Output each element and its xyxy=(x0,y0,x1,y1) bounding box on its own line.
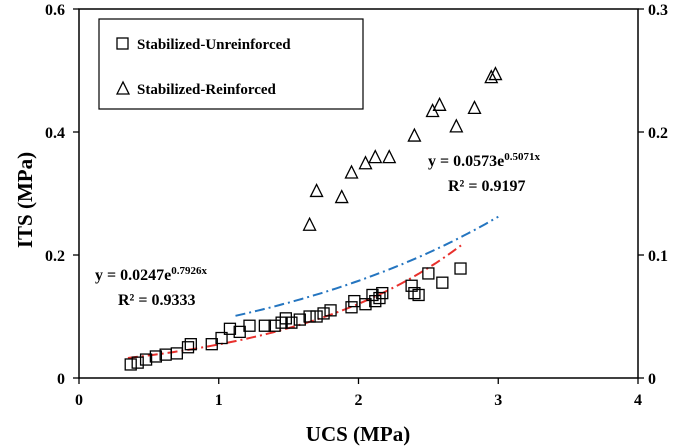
marker-reinforced xyxy=(488,66,503,81)
equation-reinforced-exponent: 0.5071x xyxy=(504,151,540,163)
y2-tick-label: 0.3 xyxy=(648,2,668,19)
marker-unreinforced xyxy=(408,286,421,300)
marker-unreinforced xyxy=(275,316,288,329)
marker-unreinforced xyxy=(303,310,316,323)
equation-unreinforced-exponent: 0.7926x xyxy=(171,265,207,277)
marker-reinforced xyxy=(467,99,482,115)
axis-ticks: 0 1 2 3 400.20.40.600.10.20.3 xyxy=(45,2,668,409)
marker-unreinforced xyxy=(124,358,137,371)
y-tick-label: 0.4 xyxy=(45,125,65,142)
equation-unreinforced: y = 0.0247e0.7926x xyxy=(95,265,207,284)
marker-reinforced xyxy=(484,69,499,84)
marker-unreinforced xyxy=(181,341,195,354)
y-tick-label: 0 xyxy=(57,371,65,388)
trendline-reinforced xyxy=(235,215,499,317)
legend-label-unreinforced: Stabilized-Unreinforced xyxy=(137,37,291,53)
y2-tick-label: 0 xyxy=(648,371,656,388)
marker-unreinforced xyxy=(359,298,372,311)
x-tick-label: 1 xyxy=(215,392,223,409)
marker-unreinforced xyxy=(369,294,382,308)
marker-unreinforced xyxy=(258,319,272,332)
marker-unreinforced xyxy=(139,353,153,366)
r2-reinforced: R² = 0.9197 xyxy=(448,178,525,195)
marker-unreinforced xyxy=(310,310,323,323)
marker-unreinforced xyxy=(454,262,467,275)
y-tick-label: 0.2 xyxy=(45,248,65,265)
y-axis-title: ITS (MPa) xyxy=(13,152,37,248)
marker-unreinforced xyxy=(184,338,197,351)
marker-reinforced xyxy=(344,164,359,179)
marker-unreinforced xyxy=(317,307,330,320)
marker-unreinforced xyxy=(131,356,144,369)
x-tick-label: 3 xyxy=(494,392,502,409)
marker-unreinforced xyxy=(405,279,418,292)
marker-unreinforced xyxy=(223,322,237,335)
marker-reinforced xyxy=(432,96,447,111)
x-tick-label: 0 xyxy=(75,392,83,409)
equation-reinforced-base: y = 0.0573e xyxy=(428,153,504,170)
marker-unreinforced xyxy=(293,313,306,326)
marker-unreinforced xyxy=(243,319,256,332)
legend-marker-square xyxy=(116,37,129,50)
marker-reinforced xyxy=(302,216,317,231)
y-tick-label: 0.6 xyxy=(45,2,65,19)
marker-unreinforced xyxy=(436,276,449,289)
x-axis-title: UCS (MPa) xyxy=(306,422,410,446)
marker-reinforced xyxy=(309,182,324,198)
marker-reinforced xyxy=(382,149,397,164)
marker-unreinforced xyxy=(412,288,425,302)
y2-tick-label: 0.1 xyxy=(648,248,668,265)
marker-unreinforced xyxy=(422,267,435,280)
trendlines xyxy=(127,215,499,359)
legend: Stabilized-Unreinforced Stabilized-Reinf… xyxy=(98,18,364,110)
x-tick-label: 2 xyxy=(355,392,363,409)
marker-unreinforced xyxy=(285,316,298,329)
equation-unreinforced-base: y = 0.0247e xyxy=(95,267,171,284)
marker-unreinforced xyxy=(215,331,228,345)
r2-unreinforced: R² = 0.9333 xyxy=(118,292,195,309)
marker-reinforced xyxy=(449,118,464,133)
legend-label-reinforced: Stabilized-Reinforced xyxy=(137,82,277,98)
marker-unreinforced xyxy=(149,350,163,363)
data-markers xyxy=(124,66,503,371)
marker-unreinforced xyxy=(324,304,337,317)
marker-reinforced xyxy=(368,149,383,164)
marker-unreinforced xyxy=(170,347,183,360)
marker-unreinforced xyxy=(268,319,281,332)
equation-reinforced: y = 0.0573e0.5071x xyxy=(428,151,540,170)
trendline-equations: y = 0.0573e0.5071x R² = 0.9197 y = 0.024… xyxy=(95,151,540,309)
legend-box xyxy=(98,18,364,110)
legend-marker-triangle xyxy=(115,80,131,95)
marker-unreinforced xyxy=(376,286,389,300)
marker-reinforced xyxy=(334,189,349,204)
marker-reinforced xyxy=(407,127,422,142)
x-tick-label: 4 xyxy=(634,392,642,409)
y2-tick-label: 0.2 xyxy=(648,125,668,142)
